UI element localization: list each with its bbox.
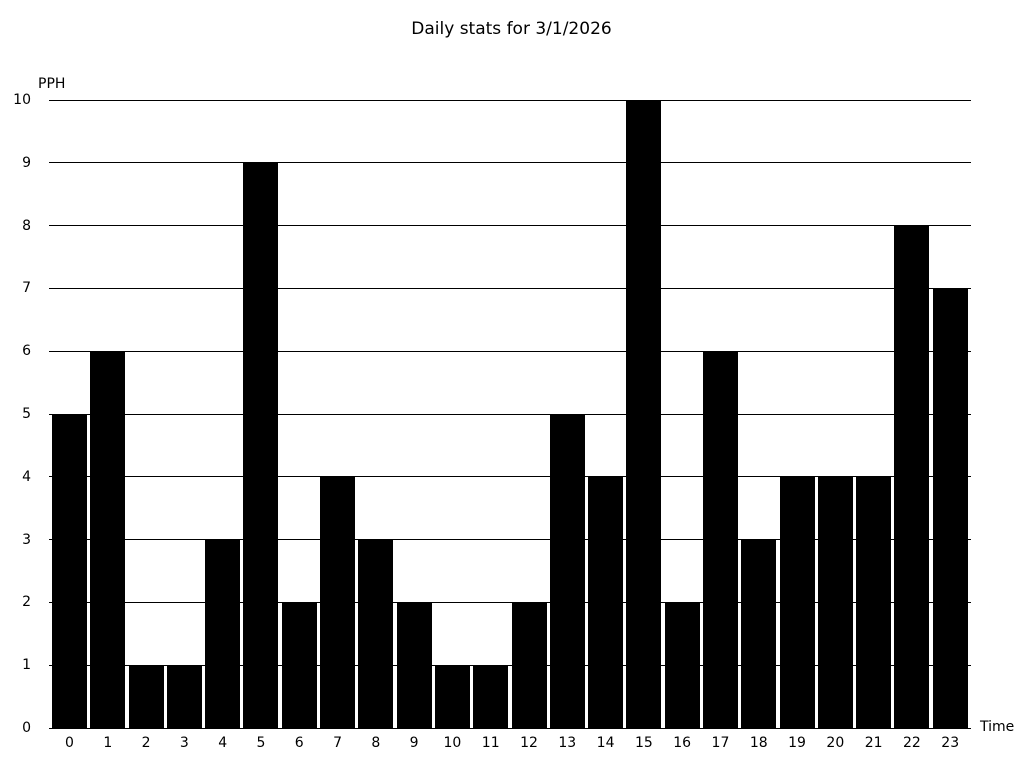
bar-hour-11 bbox=[473, 665, 509, 728]
x-tick-label: 23 bbox=[941, 735, 960, 751]
gridline bbox=[49, 727, 971, 729]
bar-hour-13 bbox=[549, 414, 585, 728]
y-axis-ticks: 0 1 2 3 4 5 6 7 8 9 10 bbox=[0, 92, 31, 736]
x-tick-label: 11 bbox=[481, 735, 500, 751]
bar-hour-12 bbox=[511, 602, 547, 728]
x-tick-label: 8 bbox=[371, 735, 381, 751]
x-tick-label: 2 bbox=[141, 735, 151, 751]
x-tick-label: 18 bbox=[749, 735, 768, 751]
x-axis-label: Time bbox=[980, 719, 1015, 735]
x-tick-label: 4 bbox=[218, 735, 228, 751]
x-tick-label: 9 bbox=[409, 735, 419, 751]
x-tick-label: 20 bbox=[826, 735, 845, 751]
bar-hour-6 bbox=[281, 602, 317, 728]
bar-hour-14 bbox=[588, 476, 624, 728]
bar-hour-4 bbox=[205, 539, 241, 728]
gridline bbox=[49, 350, 971, 352]
x-tick-label: 21 bbox=[864, 735, 883, 751]
bar-hour-15 bbox=[626, 100, 662, 728]
x-axis-ticks: 0 1 2 3 4 5 6 7 8 9 10 11 12 13 14 15 16 17 18 19 20 21 22 23 bbox=[52, 735, 971, 755]
bar-hour-23 bbox=[932, 288, 968, 728]
y-tick-label: 4 bbox=[22, 468, 31, 485]
x-tick-label: 12 bbox=[520, 735, 538, 751]
bar-hour-1 bbox=[90, 351, 126, 728]
x-tick-label: 7 bbox=[333, 735, 342, 751]
y-axis-label: PPH bbox=[38, 76, 66, 92]
gridline bbox=[49, 413, 971, 415]
gridline bbox=[49, 601, 971, 603]
gridline bbox=[49, 99, 971, 101]
bar-hour-0 bbox=[52, 414, 87, 728]
y-tick-label: 8 bbox=[22, 217, 31, 234]
bar-hour-3 bbox=[166, 665, 202, 728]
bar-hour-16 bbox=[664, 602, 700, 728]
x-tick-label: 3 bbox=[179, 735, 189, 751]
y-tick-label: 0 bbox=[22, 720, 31, 736]
bar-hour-2 bbox=[128, 665, 164, 728]
gridline bbox=[49, 664, 971, 666]
bar-hour-9 bbox=[396, 602, 432, 728]
plot-area bbox=[52, 100, 971, 728]
gridline bbox=[49, 162, 971, 164]
x-tick-label: 6 bbox=[294, 735, 304, 751]
x-tick-label: 19 bbox=[788, 735, 806, 751]
y-tick-label: 3 bbox=[22, 531, 31, 548]
gridline-layer bbox=[49, 99, 971, 729]
bar-hour-20 bbox=[817, 476, 853, 728]
y-tick-label: 10 bbox=[13, 92, 31, 108]
bar-hour-7 bbox=[320, 476, 356, 728]
x-tick-label: 22 bbox=[902, 735, 921, 751]
bar-hour-17 bbox=[702, 351, 738, 728]
bar-hour-10 bbox=[434, 665, 470, 728]
x-tick-label: 0 bbox=[65, 735, 74, 751]
bar-hour-18 bbox=[741, 539, 777, 728]
x-tick-label: 16 bbox=[673, 735, 692, 751]
x-tick-label: 17 bbox=[711, 735, 730, 751]
y-tick-label: 1 bbox=[22, 657, 31, 674]
gridline bbox=[49, 287, 971, 289]
y-tick-label: 2 bbox=[22, 594, 31, 611]
x-tick-label: 10 bbox=[443, 735, 462, 751]
bar-hour-21 bbox=[856, 476, 892, 728]
bar-hour-19 bbox=[779, 476, 815, 728]
gridline bbox=[49, 476, 971, 478]
y-tick-label: 7 bbox=[22, 280, 31, 297]
x-tick-label: 15 bbox=[634, 735, 653, 751]
x-tick-label: 5 bbox=[256, 735, 266, 751]
bar-hour-8 bbox=[358, 539, 394, 728]
y-tick-label: 6 bbox=[22, 343, 31, 360]
x-tick-label: 13 bbox=[558, 735, 577, 751]
bar-hour-5 bbox=[243, 162, 279, 728]
y-tick-label: 5 bbox=[22, 406, 31, 422]
chart-title: Daily stats for 3/1/2026 bbox=[411, 19, 612, 39]
gridline bbox=[49, 225, 971, 227]
x-tick-label: 14 bbox=[596, 735, 615, 751]
x-tick-label: 1 bbox=[103, 735, 113, 751]
gridline bbox=[49, 539, 971, 541]
y-tick-label: 9 bbox=[22, 154, 31, 171]
bar-hour-22 bbox=[894, 225, 930, 728]
